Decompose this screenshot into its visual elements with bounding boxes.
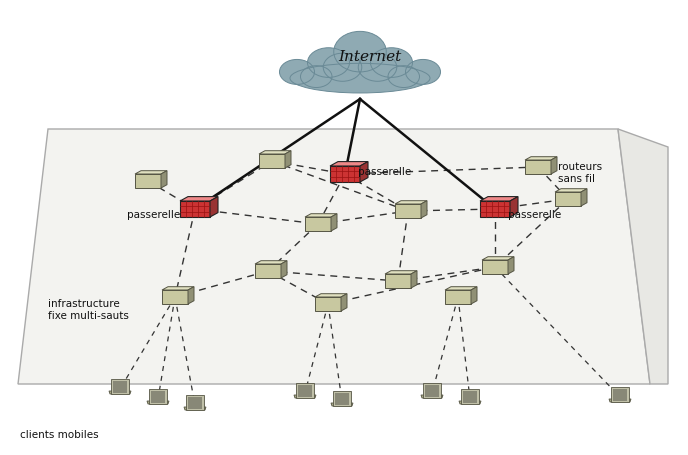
Polygon shape bbox=[305, 217, 331, 232]
Polygon shape bbox=[613, 389, 627, 401]
Polygon shape bbox=[618, 130, 668, 384]
Polygon shape bbox=[463, 391, 477, 403]
Polygon shape bbox=[581, 189, 587, 207]
Polygon shape bbox=[395, 201, 427, 205]
Polygon shape bbox=[255, 264, 281, 278]
Polygon shape bbox=[508, 257, 514, 274]
Polygon shape bbox=[480, 197, 518, 202]
Text: infrastructure
fixe multi-sauts: infrastructure fixe multi-sauts bbox=[48, 298, 129, 320]
Polygon shape bbox=[551, 157, 557, 175]
Polygon shape bbox=[111, 379, 129, 394]
Polygon shape bbox=[330, 162, 368, 167]
Text: routeurs
sans fil: routeurs sans fil bbox=[558, 162, 602, 183]
Polygon shape bbox=[285, 152, 291, 169]
Ellipse shape bbox=[301, 66, 332, 88]
Polygon shape bbox=[333, 391, 351, 406]
Polygon shape bbox=[525, 157, 557, 161]
Polygon shape bbox=[281, 261, 287, 278]
Polygon shape bbox=[482, 260, 508, 274]
Polygon shape bbox=[161, 172, 167, 188]
Polygon shape bbox=[184, 407, 206, 410]
Polygon shape bbox=[109, 391, 131, 394]
Polygon shape bbox=[331, 403, 353, 406]
Polygon shape bbox=[445, 290, 471, 304]
Polygon shape bbox=[296, 383, 314, 398]
Text: passerelle: passerelle bbox=[127, 210, 180, 219]
Polygon shape bbox=[360, 162, 368, 182]
Polygon shape bbox=[162, 290, 188, 304]
Ellipse shape bbox=[323, 54, 362, 82]
Ellipse shape bbox=[388, 66, 420, 88]
Polygon shape bbox=[609, 399, 631, 402]
Polygon shape bbox=[385, 274, 411, 288]
Polygon shape bbox=[162, 287, 194, 290]
Text: clients mobiles: clients mobiles bbox=[20, 429, 98, 439]
Ellipse shape bbox=[290, 64, 430, 94]
Ellipse shape bbox=[334, 32, 386, 73]
Polygon shape bbox=[461, 389, 479, 404]
Polygon shape bbox=[149, 389, 167, 404]
Polygon shape bbox=[18, 130, 650, 384]
Polygon shape bbox=[555, 189, 587, 192]
Polygon shape bbox=[259, 152, 291, 155]
Polygon shape bbox=[459, 401, 481, 404]
Polygon shape bbox=[151, 391, 165, 403]
Polygon shape bbox=[480, 202, 510, 217]
Polygon shape bbox=[555, 192, 581, 207]
Polygon shape bbox=[294, 395, 316, 398]
Polygon shape bbox=[331, 214, 337, 232]
Polygon shape bbox=[423, 383, 441, 398]
Polygon shape bbox=[510, 197, 518, 217]
Polygon shape bbox=[186, 395, 204, 410]
Polygon shape bbox=[421, 395, 443, 398]
Polygon shape bbox=[135, 175, 161, 188]
Polygon shape bbox=[255, 261, 287, 264]
Polygon shape bbox=[335, 393, 349, 405]
Ellipse shape bbox=[358, 54, 397, 82]
Polygon shape bbox=[298, 385, 312, 397]
Polygon shape bbox=[180, 197, 218, 202]
Polygon shape bbox=[425, 385, 439, 397]
Polygon shape bbox=[411, 271, 417, 288]
Text: passerelle: passerelle bbox=[358, 167, 411, 177]
Text: Internet: Internet bbox=[338, 50, 402, 64]
Polygon shape bbox=[147, 401, 169, 404]
Polygon shape bbox=[259, 155, 285, 169]
Polygon shape bbox=[395, 205, 421, 218]
Polygon shape bbox=[315, 298, 341, 311]
Polygon shape bbox=[113, 381, 127, 393]
Polygon shape bbox=[305, 214, 337, 217]
Polygon shape bbox=[445, 287, 477, 290]
Ellipse shape bbox=[371, 49, 413, 78]
Polygon shape bbox=[210, 197, 218, 217]
Polygon shape bbox=[611, 387, 629, 402]
Polygon shape bbox=[330, 167, 360, 182]
Polygon shape bbox=[341, 294, 347, 311]
Polygon shape bbox=[525, 161, 551, 175]
Polygon shape bbox=[421, 201, 427, 218]
Polygon shape bbox=[188, 287, 194, 304]
Polygon shape bbox=[135, 172, 167, 175]
Polygon shape bbox=[482, 257, 514, 260]
Polygon shape bbox=[385, 271, 417, 274]
Ellipse shape bbox=[279, 61, 314, 85]
Polygon shape bbox=[180, 202, 210, 217]
Polygon shape bbox=[471, 287, 477, 304]
Text: passerelle: passerelle bbox=[508, 210, 561, 219]
Polygon shape bbox=[315, 294, 347, 298]
Ellipse shape bbox=[405, 61, 440, 85]
Polygon shape bbox=[188, 397, 202, 409]
Ellipse shape bbox=[308, 49, 350, 78]
